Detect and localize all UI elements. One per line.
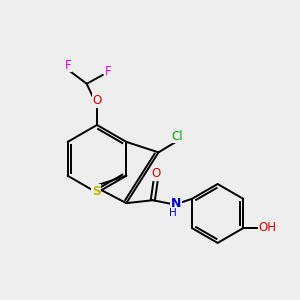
Text: H: H (169, 208, 177, 218)
Text: O: O (152, 167, 161, 180)
Text: N: N (171, 197, 181, 210)
Text: F: F (65, 59, 72, 72)
Text: O: O (92, 94, 102, 107)
Text: OH: OH (259, 221, 277, 234)
Text: Cl: Cl (172, 130, 183, 143)
Text: F: F (105, 65, 112, 79)
Text: S: S (92, 185, 101, 198)
